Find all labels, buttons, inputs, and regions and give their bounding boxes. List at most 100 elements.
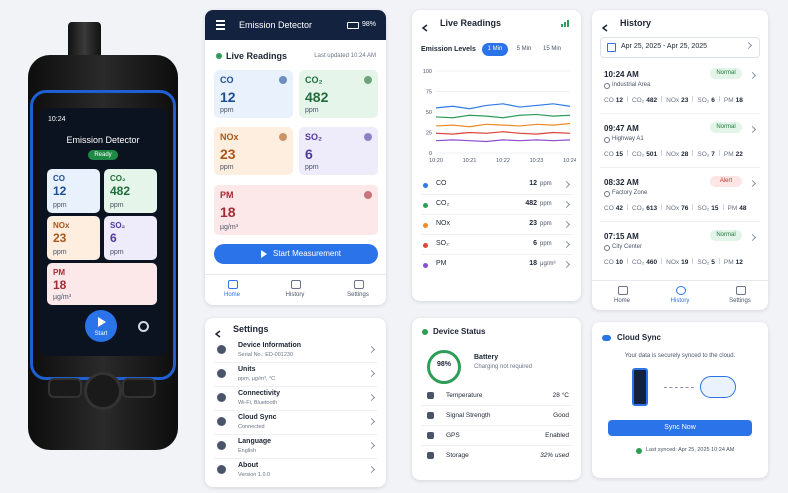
separator	[661, 204, 663, 210]
reading-value: 10	[615, 259, 623, 266]
nav-label[interactable]: History	[670, 298, 690, 304]
reading-label: CO	[604, 205, 614, 212]
row-dot	[423, 203, 428, 208]
item-title[interactable]: Language	[238, 438, 272, 445]
row-value: 12	[529, 180, 537, 187]
nav-icon[interactable]	[676, 286, 686, 295]
item-detail: Serial No.: ED-001230	[238, 352, 294, 358]
start-measurement[interactable]: Start Measurement	[214, 244, 378, 264]
entry-divider	[600, 221, 760, 222]
nav-pad	[84, 372, 122, 410]
clock: 10:24	[48, 116, 66, 123]
entry-time: 10:24 AM	[604, 70, 639, 79]
reading-value: 23	[681, 97, 689, 104]
tile-label: SO₂	[110, 221, 126, 230]
x-tick-label: 10:21	[463, 158, 477, 164]
item-title[interactable]: About	[238, 462, 259, 469]
item-divider	[214, 362, 377, 363]
chevron	[367, 441, 376, 450]
panel-title: History	[620, 18, 652, 28]
menu-bar	[216, 24, 225, 26]
row-icon	[427, 392, 434, 399]
reading-label: PM	[723, 259, 734, 266]
reading-label: CO₂	[631, 151, 645, 158]
back-icon[interactable]	[421, 19, 429, 32]
section-title: Live Readings	[226, 51, 288, 61]
nav-label[interactable]: History	[285, 292, 305, 298]
row-icon	[427, 432, 434, 439]
nav-label[interactable]: Home	[223, 292, 240, 298]
reading-value: 18	[735, 97, 743, 104]
row-label: NOx	[436, 220, 450, 227]
item-divider	[214, 458, 377, 459]
tile-unit: ppm	[110, 249, 124, 256]
reading-label: CO₂	[631, 205, 645, 212]
row-label: CO	[436, 180, 447, 187]
reading-tile: CO₂ 482 ppm	[299, 70, 378, 118]
reading-value: 6	[711, 97, 715, 104]
tile-unit: µg/m³	[220, 224, 239, 231]
row-icon	[427, 452, 434, 459]
nav-label[interactable]: Settings	[729, 298, 751, 304]
nav-icon[interactable]	[228, 280, 238, 289]
nav-border	[205, 274, 386, 275]
tile-label: NOx	[220, 132, 239, 142]
signal-bar	[564, 22, 566, 27]
nav-label[interactable]: Home	[613, 298, 630, 304]
tile-value: 12	[53, 184, 67, 198]
tile-value: 12	[220, 89, 236, 105]
y-tick-label: 0	[429, 151, 432, 157]
nav-icon[interactable]	[618, 286, 628, 295]
reading-tile: CO 12 ppm	[214, 70, 293, 118]
time-tab[interactable]: 15 Min	[542, 46, 561, 52]
nav-border	[592, 280, 768, 281]
nav-icon[interactable]	[291, 280, 301, 289]
item-title[interactable]: Units	[238, 366, 256, 373]
item-title[interactable]: Cloud Sync	[238, 414, 277, 421]
back-icon[interactable]	[214, 325, 222, 338]
row-label: Storage	[446, 452, 469, 459]
pin-icon	[604, 245, 610, 251]
tile-value: 23	[220, 146, 236, 162]
gear-icon[interactable]	[138, 321, 149, 332]
nav-icon[interactable]	[354, 280, 364, 289]
row-value: Good	[553, 412, 569, 419]
reading-label: SO₂	[697, 97, 710, 104]
back-icon[interactable]	[601, 19, 609, 32]
chart-title: Emission Levels	[421, 46, 476, 53]
reading-label: CO₂	[631, 259, 645, 266]
panel-title: Cloud Sync	[617, 333, 662, 342]
check-icon	[636, 448, 642, 454]
chevron	[367, 417, 376, 426]
chevron	[562, 200, 571, 209]
series-line	[435, 131, 571, 135]
item-icon	[217, 393, 226, 402]
separator	[718, 96, 720, 102]
item-title[interactable]: Connectivity	[238, 390, 281, 397]
item-title[interactable]: Device Information	[238, 342, 302, 349]
reading-row: CO 42 CO₂ 613 NOx 76 SO₂ 15 PM 48	[604, 204, 747, 212]
y-tick-label: 50	[426, 110, 432, 116]
tile-unit: ppm	[220, 164, 234, 171]
reading-value: 22	[735, 151, 743, 158]
status-badge: Normal	[710, 230, 742, 241]
chevron	[748, 125, 757, 134]
sync-button[interactable]: Sync Now	[608, 420, 752, 436]
tile-icon	[279, 133, 287, 141]
nav-icon[interactable]	[736, 286, 746, 295]
reading-tile: NOx 23 ppm	[214, 127, 293, 175]
date-picker[interactable]: Apr 25, 2025 - Apr 25, 2025	[600, 37, 760, 58]
item-icon	[217, 345, 226, 354]
start-button[interactable]: Start	[85, 310, 117, 342]
time-tab[interactable]: 1 Min	[482, 43, 508, 56]
tile-label: CO	[53, 174, 65, 183]
chevron	[562, 180, 571, 189]
reading-label: PM	[723, 151, 734, 158]
tile-unit: ppm	[53, 249, 67, 256]
time-tab[interactable]: 5 Min	[516, 46, 532, 52]
row-unit: ppm	[540, 181, 552, 187]
nav-label[interactable]: Settings	[347, 292, 369, 298]
tile-label: PM	[220, 190, 234, 200]
cloud-icon	[602, 335, 611, 341]
separator	[661, 96, 663, 102]
